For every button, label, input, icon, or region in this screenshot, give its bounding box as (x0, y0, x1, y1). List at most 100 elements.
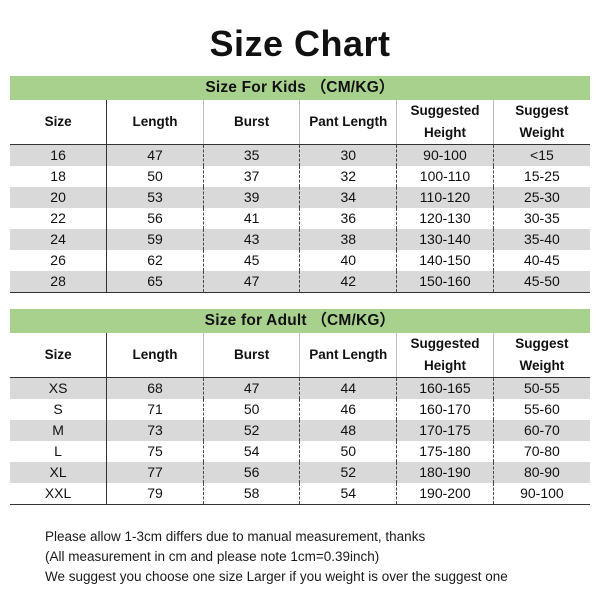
column-header-size: Size (10, 100, 107, 145)
cell-size: 24 (10, 229, 107, 250)
kids-size-table: Size For Kids （CM/KG） Size Length Burst … (10, 76, 590, 293)
cell-size: XL (10, 462, 107, 483)
table-row: 24 59 43 38 130-140 35-40 (10, 229, 590, 250)
cell-suggest-weight: 15-25 (492, 166, 590, 187)
cell-pant-length: 50 (299, 441, 397, 462)
cell-suggest-weight: 50-55 (492, 377, 590, 399)
cell-size: L (10, 441, 107, 462)
cell-suggested-height: 160-170 (396, 399, 494, 420)
cell-size: S (10, 399, 107, 420)
cell-size: 18 (10, 166, 107, 187)
adult-column-header-row: Size Length Burst Pant Length Suggested … (10, 333, 590, 378)
cell-length: 73 (106, 420, 204, 441)
column-header-size: Size (10, 333, 107, 378)
cell-suggest-weight: 40-45 (492, 250, 590, 271)
table-row: XS 68 47 44 160-165 50-55 (10, 377, 590, 399)
footer-note-line-3: We suggest you choose one size Larger if… (45, 569, 508, 584)
cell-burst: 45 (202, 250, 300, 271)
table-row: 20 53 39 34 110-120 25-30 (10, 187, 590, 208)
cell-burst: 39 (202, 187, 300, 208)
cell-length: 68 (106, 377, 204, 399)
cell-pant-length: 42 (299, 271, 397, 293)
adult-table-body: Size for Adult （CM/KG） Size Length Burst… (10, 309, 590, 505)
cell-size: 22 (10, 208, 107, 229)
column-header-length: Length (106, 333, 204, 378)
cell-length: 77 (106, 462, 204, 483)
cell-suggest-weight: 60-70 (492, 420, 590, 441)
cell-suggested-height: 175-180 (396, 441, 494, 462)
column-header-pant-length: Pant Length (299, 100, 397, 145)
cell-size: XS (10, 377, 107, 399)
cell-suggested-height: 160-165 (396, 377, 494, 399)
cell-burst: 37 (202, 166, 300, 187)
cell-length: 65 (106, 271, 204, 293)
cell-burst: 35 (202, 144, 300, 166)
cell-pant-length: 30 (299, 144, 397, 166)
cell-pant-length: 48 (299, 420, 397, 441)
cell-burst: 58 (202, 483, 300, 505)
cell-burst: 47 (202, 271, 300, 293)
cell-suggest-weight: 70-80 (492, 441, 590, 462)
adult-size-table-block: Size for Adult （CM/KG） Size Length Burst… (10, 309, 590, 505)
cell-length: 59 (106, 229, 204, 250)
footer-note-line-1: Please allow 1-3cm differs due to manual… (45, 529, 426, 544)
cell-size: 28 (10, 271, 107, 293)
cell-length: 71 (106, 399, 204, 420)
column-header-suggested-height: Suggested Height (396, 100, 494, 145)
adult-banner-label: Size for Adult （CM/KG） (10, 309, 590, 333)
kids-table-body: Size For Kids （CM/KG） Size Length Burst … (10, 76, 590, 293)
table-row: 18 50 37 32 100-110 15-25 (10, 166, 590, 187)
cell-suggest-weight: 30-35 (492, 208, 590, 229)
cell-pant-length: 36 (299, 208, 397, 229)
cell-size: 20 (10, 187, 107, 208)
kids-column-header-row: Size Length Burst Pant Length Suggested … (10, 100, 590, 145)
cell-pant-length: 52 (299, 462, 397, 483)
column-header-burst: Burst (202, 333, 300, 378)
cell-suggested-height: 130-140 (396, 229, 494, 250)
cell-suggest-weight: <15 (492, 144, 590, 166)
table-row: M 73 52 48 170-175 60-70 (10, 420, 590, 441)
cell-suggested-height: 90-100 (396, 144, 494, 166)
cell-pant-length: 34 (299, 187, 397, 208)
cell-suggest-weight: 55-60 (492, 399, 590, 420)
cell-size: 26 (10, 250, 107, 271)
cell-suggested-height: 140-150 (396, 250, 494, 271)
column-header-burst: Burst (202, 100, 300, 145)
cell-suggested-height: 190-200 (396, 483, 494, 505)
cell-length: 53 (106, 187, 204, 208)
kids-size-table-block: Size For Kids （CM/KG） Size Length Burst … (10, 76, 590, 293)
adult-banner-row: Size for Adult （CM/KG） (10, 309, 590, 333)
cell-length: 56 (106, 208, 204, 229)
cell-suggested-height: 150-160 (396, 271, 494, 293)
cell-length: 50 (106, 166, 204, 187)
cell-suggested-height: 120-130 (396, 208, 494, 229)
cell-length: 75 (106, 441, 204, 462)
cell-pant-length: 46 (299, 399, 397, 420)
cell-burst: 56 (202, 462, 300, 483)
cell-burst: 50 (202, 399, 300, 420)
table-row: 22 56 41 36 120-130 30-35 (10, 208, 590, 229)
cell-pant-length: 38 (299, 229, 397, 250)
table-row: 16 47 35 30 90-100 <15 (10, 144, 590, 166)
cell-pant-length: 44 (299, 377, 397, 399)
cell-size: 16 (10, 144, 107, 166)
kids-banner-row: Size For Kids （CM/KG） (10, 76, 590, 100)
column-header-suggest-weight: Suggest Weight (492, 100, 590, 145)
cell-size: M (10, 420, 107, 441)
table-row: S 71 50 46 160-170 55-60 (10, 399, 590, 420)
cell-length: 62 (106, 250, 204, 271)
cell-suggest-weight: 35-40 (492, 229, 590, 250)
column-header-pant-length: Pant Length (299, 333, 397, 378)
table-row: 26 62 45 40 140-150 40-45 (10, 250, 590, 271)
table-row: L 75 54 50 175-180 70-80 (10, 441, 590, 462)
cell-burst: 41 (202, 208, 300, 229)
cell-length: 79 (106, 483, 204, 505)
adult-size-table: Size for Adult （CM/KG） Size Length Burst… (10, 309, 590, 505)
column-header-suggest-weight: Suggest Weight (492, 333, 590, 378)
cell-pant-length: 32 (299, 166, 397, 187)
cell-suggest-weight: 25-30 (492, 187, 590, 208)
kids-banner-label: Size For Kids （CM/KG） (10, 76, 590, 100)
table-block-gap (0, 293, 600, 309)
cell-length: 47 (106, 144, 204, 166)
cell-pant-length: 54 (299, 483, 397, 505)
